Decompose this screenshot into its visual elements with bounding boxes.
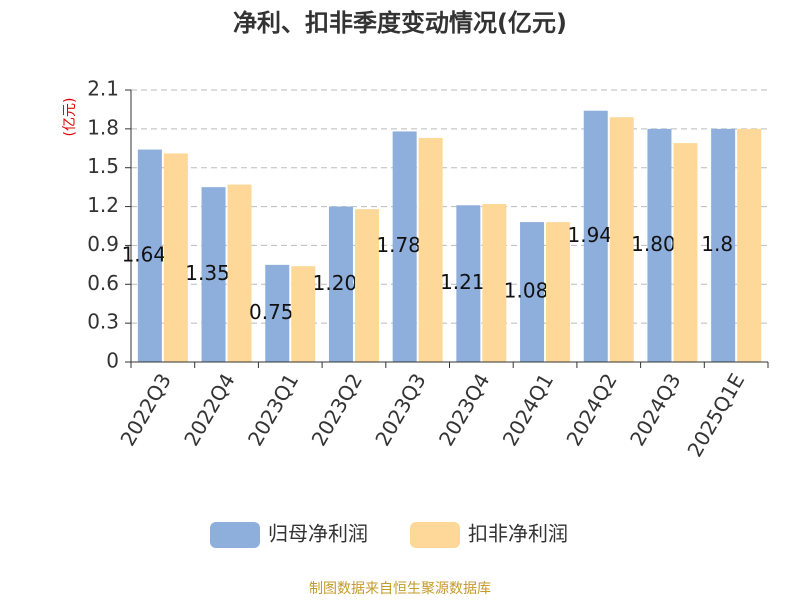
y-tick-label: 1.5 <box>87 154 119 178</box>
x-tick-label: 2024Q2 <box>561 369 621 450</box>
data-label: 1.08 <box>504 279 549 303</box>
y-tick-label: 0.3 <box>87 310 119 334</box>
data-label: 1.78 <box>376 233 421 257</box>
bar <box>201 187 226 362</box>
y-tick-label: 1.8 <box>87 115 119 139</box>
data-label: 1.80 <box>631 232 676 256</box>
bar <box>520 222 545 362</box>
legend-label: 扣非净利润 <box>468 522 568 546</box>
bar <box>291 266 316 362</box>
data-label: 1.64 <box>122 242 167 266</box>
bar <box>418 137 443 362</box>
x-tick-label: 2025Q1E <box>682 369 749 461</box>
legend-label: 归母净利润 <box>268 522 368 546</box>
x-tick-label: 2023Q4 <box>434 369 494 450</box>
bar <box>137 149 162 362</box>
bar <box>265 264 290 362</box>
x-tick-label: 2023Q2 <box>307 369 367 450</box>
x-tick-label: 2022Q3 <box>115 369 175 450</box>
x-tick-label: 2022Q4 <box>179 369 239 450</box>
bar <box>354 209 379 362</box>
bar <box>609 117 634 362</box>
data-label: 1.8 <box>701 232 733 256</box>
y-tick-label: 1.2 <box>87 193 119 217</box>
y-tick-label: 0 <box>106 349 119 373</box>
source: 制图数据来自恒生聚源数据库 <box>309 581 491 597</box>
legend-swatch <box>410 522 460 548</box>
bar <box>163 153 188 362</box>
y-tick-label: 2.1 <box>87 77 119 101</box>
x-tick-label: 2023Q3 <box>370 369 430 450</box>
y-tick-label: 0.6 <box>87 271 119 295</box>
bar <box>673 143 698 362</box>
bar <box>546 222 571 362</box>
data-label: 1.94 <box>567 223 612 247</box>
y-axis-label: (亿元) <box>62 98 78 137</box>
bar <box>482 203 507 362</box>
chart-title: 净利、扣非季度变动情况(亿元) <box>233 9 567 37</box>
x-tick-label: 2024Q3 <box>625 369 685 450</box>
x-tick-label: 2024Q1 <box>498 369 558 450</box>
bar <box>583 110 608 362</box>
legend-swatch <box>210 522 260 548</box>
bar <box>456 205 481 362</box>
bar <box>328 206 353 362</box>
data-label: 1.35 <box>185 261 230 285</box>
bar <box>737 128 762 362</box>
data-label: 1.21 <box>440 270 485 294</box>
bar <box>392 131 417 362</box>
data-label: 1.20 <box>313 271 358 295</box>
bar <box>711 128 736 362</box>
x-tick-label: 2023Q1 <box>243 369 303 450</box>
bar <box>647 128 672 362</box>
data-label: 0.75 <box>249 300 294 324</box>
y-tick-label: 0.9 <box>87 232 119 256</box>
bar <box>227 184 252 362</box>
